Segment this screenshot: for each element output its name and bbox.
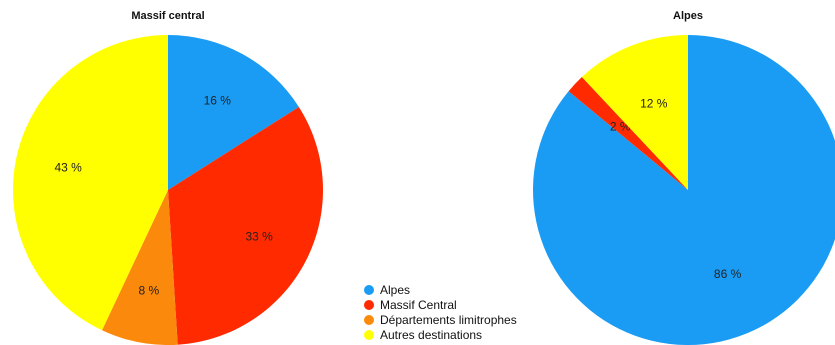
pie-slice-autres-destinations	[12, 35, 168, 331]
legend-item-departements-limitrophes: Départements limitrophes	[364, 313, 517, 327]
chart-legend: Alpes Massif Central Départements limitr…	[364, 283, 517, 343]
chart-title-alpes: Alpes	[673, 10, 703, 22]
slice-label-alpes: 86 %	[714, 267, 742, 281]
slice-label-autres-destinations: 12 %	[640, 97, 668, 111]
legend-label-alpes: Alpes	[380, 283, 411, 297]
legend-item-alpes: Alpes	[364, 283, 517, 297]
legend-item-massif-central: Massif Central	[364, 298, 517, 312]
slice-label-departements-limitrophes: 8 %	[138, 283, 159, 297]
legend-item-autres-destinations: Autres destinations	[364, 328, 517, 342]
slice-label-autres-destinations: 43 %	[54, 161, 82, 175]
pie-slice-departements-limitrophes	[102, 190, 178, 345]
legend-label-massif-central: Massif Central	[380, 298, 457, 312]
slice-label-massif-central: 33 %	[245, 229, 273, 243]
pie-slice-alpes	[168, 35, 299, 190]
legend-swatch-massif-central	[364, 300, 374, 310]
legend-swatch-autres-destinations	[364, 330, 374, 340]
legend-label-departements-limitrophes: Départements limitrophes	[380, 313, 517, 327]
pie-slice-autres-destinations	[581, 35, 688, 190]
chart-title-massif-central: Massif central	[131, 10, 205, 22]
pie-slice-massif-central	[568, 77, 688, 190]
pie-slice-massif-central	[168, 106, 324, 345]
legend-swatch-departements-limitrophes	[364, 315, 374, 325]
legend-label-autres-destinations: Autres destinations	[380, 328, 483, 342]
pie-slice-alpes	[533, 35, 835, 345]
legend-swatch-alpes	[364, 285, 374, 295]
slice-label-alpes: 16 %	[204, 93, 232, 107]
